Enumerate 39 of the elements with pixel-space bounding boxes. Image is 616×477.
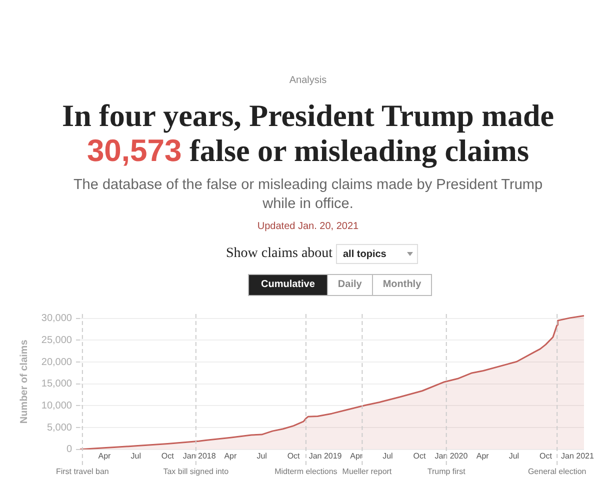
y-tick-label: 5,000 — [46, 422, 72, 434]
y-tick-label: 25,000 — [41, 334, 72, 346]
x-tick-label: Oct — [539, 451, 553, 460]
chart-title: In four years, President Trump made 30,573 false or misleading claims — [62, 98, 554, 168]
ref-line-label: Midterm elections — [274, 467, 338, 476]
x-tick-label: Jan 2019 — [308, 451, 342, 460]
y-tick-label: 30,000 — [41, 313, 72, 324]
x-tick-label: Jul — [256, 451, 268, 460]
text: Monthly — [372, 275, 432, 295]
x-tick-label: Jan 2021 — [560, 451, 594, 460]
y-tick-label: 20,000 — [41, 356, 72, 368]
text: Analysis — [288, 75, 328, 86]
chart-subtitle: The database of the false or misleading claims made by President Trump while in office. — [72, 176, 544, 214]
x-tick-label: Jul — [382, 451, 394, 460]
y-axis-title: Number of claims — [18, 339, 30, 424]
x-tick-label: Jan 2020 — [434, 451, 468, 460]
ref-line-label: First travel ban — [56, 467, 109, 476]
y-tick-label: 15,000 — [41, 378, 72, 390]
ref-line-label: Mueller report — [342, 467, 392, 476]
y-tick-label: 10,000 — [41, 400, 72, 412]
x-tick-label: Jul — [508, 451, 520, 460]
x-tick-label: Apr — [224, 451, 237, 460]
text: Updated Jan. 20, 2021 — [256, 221, 360, 232]
ref-line-label: Tax bill signed into — [163, 467, 230, 476]
y-tick-label: 0 — [66, 444, 72, 456]
text: Cumulative — [249, 275, 327, 295]
text: Daily — [326, 275, 372, 295]
x-tick-label: Apr — [476, 451, 490, 460]
text: Show claims about — [226, 246, 333, 262]
dropdown-field: all topics — [336, 244, 418, 264]
x-tick-label: Jul — [130, 451, 142, 460]
x-tick-label: Oct — [413, 451, 426, 460]
x-tick-label: Jan 2018 — [182, 451, 216, 460]
ref-line-label: General election — [528, 467, 586, 476]
x-tick-label: Oct — [287, 451, 301, 460]
x-tick-label: Oct — [161, 451, 175, 460]
x-tick-label: Apr — [98, 451, 112, 460]
ref-line-label: Trump first — [427, 467, 466, 476]
x-tick-label: Apr — [350, 451, 363, 460]
